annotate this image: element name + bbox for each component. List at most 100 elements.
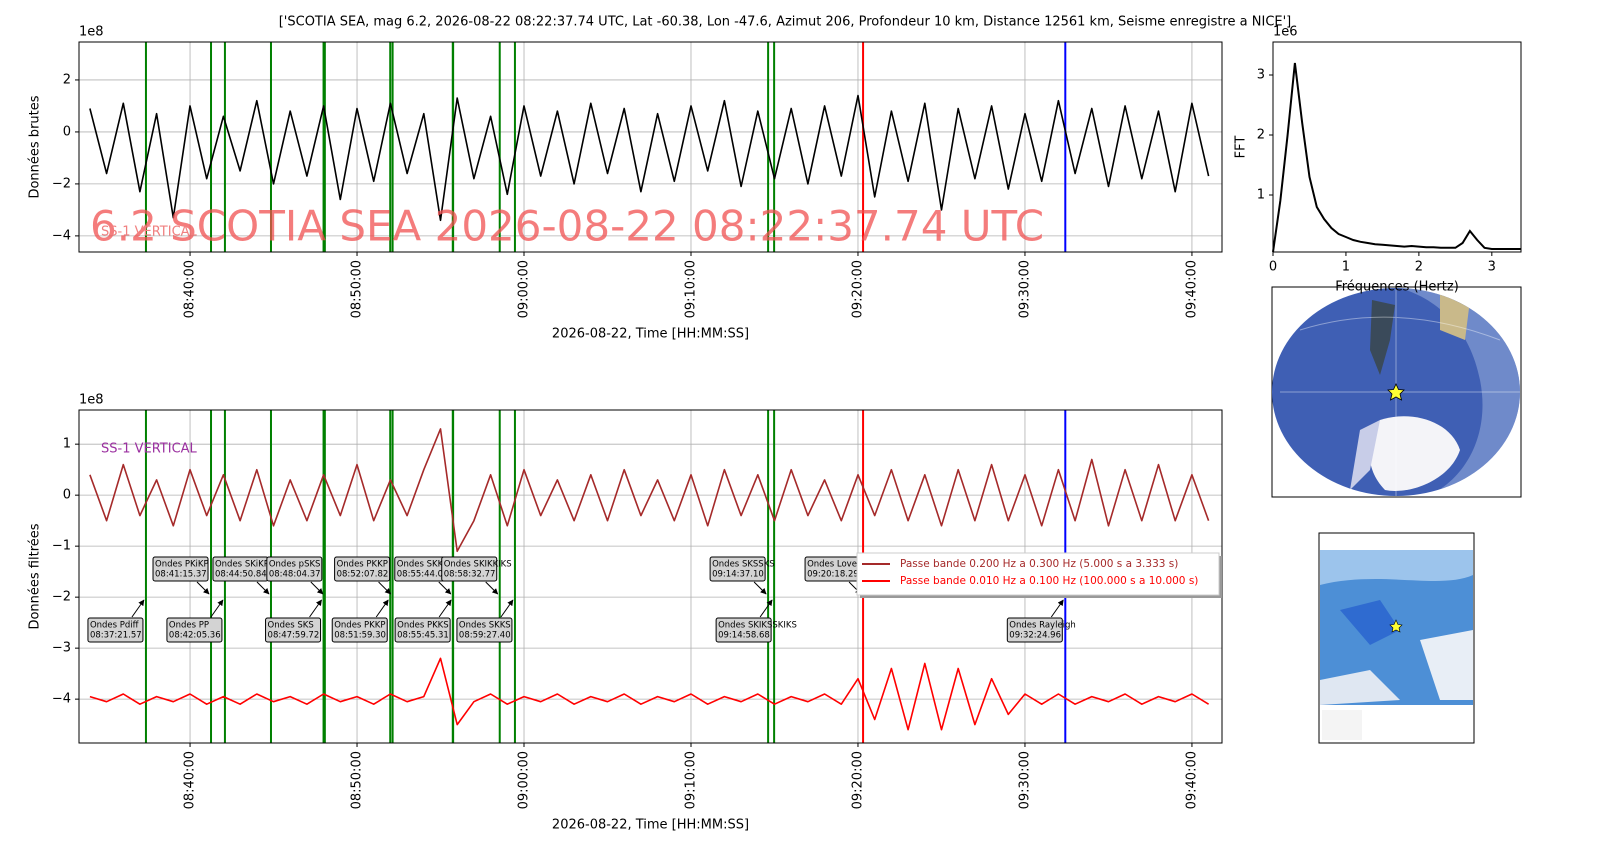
annotation-box xyxy=(331,617,388,643)
annotation-arrow xyxy=(375,599,389,618)
annotation-text: Ondes PP xyxy=(169,621,209,631)
annotation-text: Ondes pSKS xyxy=(269,560,321,570)
channel-label: SS-1 VERTICAL xyxy=(101,442,198,457)
annotation-arrow xyxy=(196,581,210,595)
annotation-box xyxy=(166,617,223,643)
annotation-time: 08:58:32.77 xyxy=(444,570,496,580)
y-tick-label: −2 xyxy=(52,176,71,191)
annotation-time: 09:14:37.10 xyxy=(712,570,764,580)
plot-frame xyxy=(78,41,1223,253)
regional-map xyxy=(1318,532,1475,744)
annotation-arrow xyxy=(759,599,773,618)
x-tick-label: 09:10:00 xyxy=(683,751,698,809)
annotation-text: Ondes SKIKKIKS xyxy=(444,560,512,570)
annotation-box xyxy=(1006,617,1063,643)
y-tick-label: 0 xyxy=(63,488,71,503)
annotation-text: Ondes PKKS xyxy=(397,621,449,631)
annotation-arrow xyxy=(256,581,270,595)
y-tick-label: −2 xyxy=(52,590,71,605)
offset-label: 1e6 xyxy=(1273,25,1298,40)
annotation-text: Ondes PKKP xyxy=(334,621,385,631)
annotation-time: 09:14:58.68 xyxy=(718,631,770,641)
annotation-time: 09:20:18.29 xyxy=(807,570,859,580)
annotation-arrow xyxy=(378,581,392,595)
annotation-arrow xyxy=(753,581,767,595)
annotation-arrow xyxy=(438,581,452,595)
spectrum-line xyxy=(1272,62,1521,253)
y-tick-label: 1 xyxy=(63,437,71,452)
annotation-box xyxy=(152,556,209,582)
x-tick-label: 08:40:00 xyxy=(183,751,198,809)
annotation-time: 08:48:04.37 xyxy=(269,570,321,580)
annotation-arrow xyxy=(438,599,452,618)
annotation-arrow xyxy=(210,599,224,618)
y-tick-label: 1 xyxy=(1257,188,1265,203)
y-tick-label: 3 xyxy=(1257,68,1265,83)
x-tick-label: 09:10:00 xyxy=(683,260,698,318)
annotation-box xyxy=(266,556,323,582)
annotation-text: Ondes SKKP xyxy=(397,560,449,570)
annotation-box xyxy=(441,556,498,582)
annotation-text: Ondes PKiKP xyxy=(155,560,209,570)
annotation-box xyxy=(334,556,391,582)
y-tick-label: −4 xyxy=(52,692,71,707)
channel-label: SS-1 VERTICAL xyxy=(101,225,198,240)
signal-line xyxy=(89,428,1210,553)
annotation-arrow xyxy=(310,581,324,595)
annotation-time: 08:55:44.05 xyxy=(397,570,449,580)
annotation-time: 08:37:21.57 xyxy=(90,631,142,641)
x-tick-label: 09:40:00 xyxy=(1184,751,1199,809)
annotation-box xyxy=(715,617,772,643)
annotation-box xyxy=(394,617,451,643)
x-tick-label: 1 xyxy=(1342,260,1350,275)
legend-label: Passe bande 0.010 Hz a 0.100 Hz (100.000… xyxy=(900,575,1198,587)
y-tick-label: −3 xyxy=(52,641,71,656)
annotation-box xyxy=(456,617,513,643)
annotation-time: 08:52:07.82 xyxy=(337,570,389,580)
x-tick-label: 09:20:00 xyxy=(850,260,865,318)
x-tick-label: 08:50:00 xyxy=(350,751,365,809)
x-tick-label: 09:30:00 xyxy=(1017,751,1032,809)
y-axis-label: FFT xyxy=(1234,136,1249,159)
annotation-time: 08:47:59.72 xyxy=(268,631,320,641)
x-axis-label: 2026-08-22, Time [HH:MM:SS] xyxy=(552,818,749,833)
legend-box xyxy=(856,552,1220,596)
y-tick-label: −4 xyxy=(52,228,71,243)
plot-frame xyxy=(1272,41,1522,253)
x-tick-label: 3 xyxy=(1488,260,1496,275)
x-tick-label: 09:30:00 xyxy=(1017,260,1032,318)
offset-label: 1e8 xyxy=(79,25,104,40)
globe-map xyxy=(1271,286,1522,498)
annotation-time: 08:41:15.37 xyxy=(155,570,207,580)
x-axis-label: Fréquences (Hertz) xyxy=(1335,280,1459,295)
chart-title: ['SCOTIA SEA, mag 6.2, 2026-08-22 08:22:… xyxy=(279,15,1292,30)
y-tick-label: 0 xyxy=(63,124,71,139)
annotation-text: Ondes SKiKP xyxy=(215,560,269,570)
legend-label: Passe bande 0.200 Hz a 0.300 Hz (5.000 s… xyxy=(900,558,1178,570)
annotation-arrow xyxy=(485,581,499,595)
annotation-arrow xyxy=(131,599,145,618)
annotation-arrow xyxy=(309,599,322,618)
offset-label: 1e8 xyxy=(79,393,104,408)
x-tick-label: 09:00:00 xyxy=(517,751,532,809)
annotation-time: 08:59:27.40 xyxy=(459,631,511,641)
annotation-box xyxy=(265,617,322,643)
annotation-time: 09:32:24.96 xyxy=(1009,631,1061,641)
annotation-text: Ondes PKKP xyxy=(337,560,388,570)
watermark: 6.2 SCOTIA SEA 2026-08-22 08:22:37.74 UT… xyxy=(90,202,1044,251)
annotation-box xyxy=(87,617,144,643)
signal-line xyxy=(89,657,1210,731)
annotation-time: 08:55:45.31 xyxy=(397,631,449,641)
